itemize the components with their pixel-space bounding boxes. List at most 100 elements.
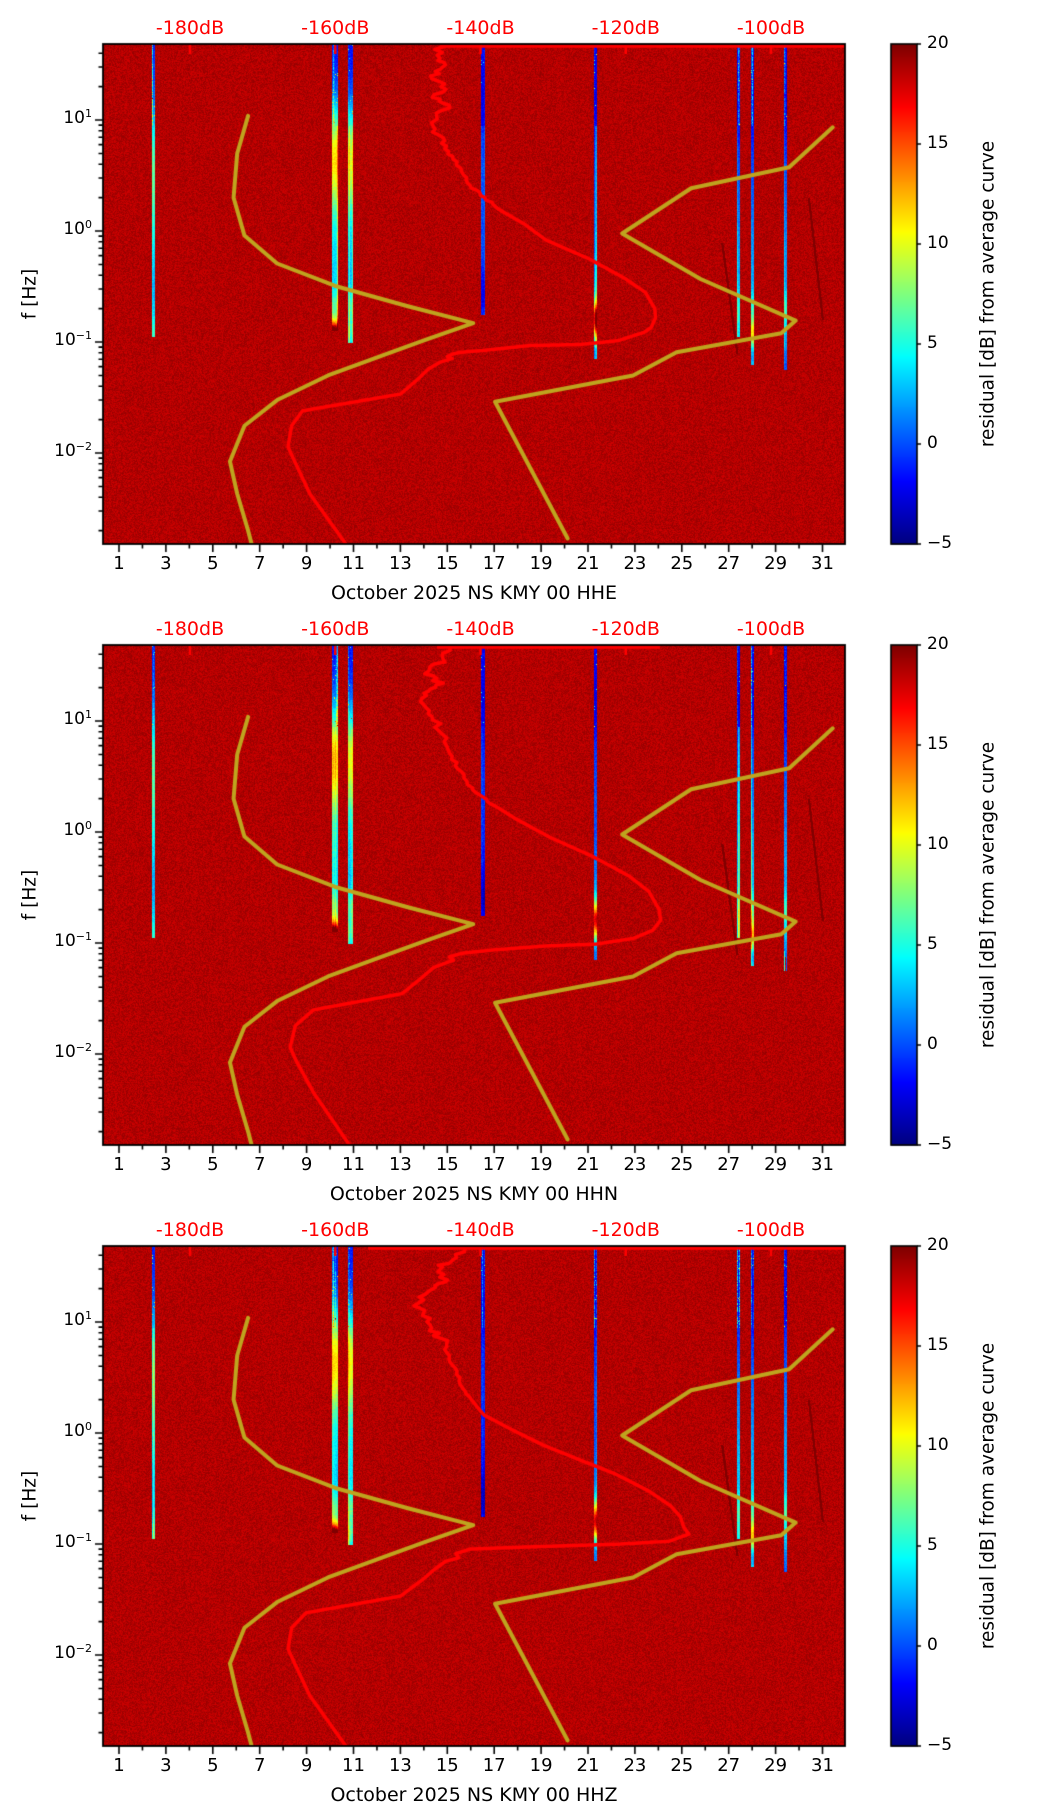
y-tick-label: 10−2 [54, 1041, 92, 1063]
colorbar-tick-label: 20 [927, 33, 949, 53]
y-tick-label: 101 [63, 1309, 92, 1331]
colorbar-tick-label: 15 [927, 734, 949, 754]
y-tick-label: 101 [63, 107, 92, 129]
colorbar-tick-label: −5 [927, 1735, 953, 1755]
top-axis-label-100dB: -100dB [736, 618, 806, 640]
colorbar-tick-label: 15 [927, 1335, 949, 1355]
colorbar-tick-label: 20 [927, 1235, 949, 1255]
x-tick-label: 17 [482, 553, 506, 574]
x-tick-label: 27 [717, 1154, 741, 1175]
x-tick-label: 19 [529, 1154, 553, 1175]
x-tick-label: 17 [482, 1755, 506, 1776]
colorbar-tick-label: −5 [927, 1134, 953, 1154]
x-tick-label: 9 [300, 1755, 313, 1776]
colorbar-tick-label: 10 [927, 1435, 949, 1455]
x-tick-label: 25 [670, 553, 694, 574]
x-tick-label: 23 [623, 553, 647, 574]
top-axis-label-120dB: -120dB [591, 17, 660, 39]
colorbar-tick-label: 0 [927, 1635, 938, 1655]
x-tick-label: 5 [207, 1755, 219, 1776]
top-axis-label-180dB: -180dB [155, 1219, 225, 1241]
x-tick-label: 5 [207, 1154, 219, 1175]
x-tick-label: 31 [811, 1154, 834, 1175]
x-tick-label: 1 [113, 1755, 125, 1776]
top-axis-label-100dB: -100dB [736, 17, 806, 39]
top-axis-label-140dB: -140dB [446, 1219, 515, 1241]
x-tick-label: 29 [764, 553, 788, 574]
x-tick-label: 5 [207, 553, 219, 574]
x-tick-label: 3 [160, 553, 172, 574]
y-tick-label: 101 [63, 708, 92, 730]
x-tick-label: 13 [388, 553, 412, 574]
x-tick-label: 19 [529, 553, 553, 574]
panel-title-hhn: October 2025 NS KMY 00 HHN [329, 1183, 619, 1205]
x-tick-label: 21 [576, 1154, 600, 1175]
top-axis-label-140dB: -140dB [446, 17, 515, 39]
y-tick-label: 10−1 [54, 1531, 92, 1553]
x-tick-label: 9 [300, 1154, 313, 1175]
top-axis-label-120dB: -120dB [591, 618, 660, 640]
top-axis-label-160dB: -160dB [301, 17, 370, 39]
x-tick-label: 11 [342, 1154, 365, 1175]
x-tick-label: 9 [300, 553, 313, 574]
colorbar-tick-label: 0 [927, 1034, 938, 1054]
colorbar-tick-label: 10 [927, 233, 949, 253]
x-tick-label: 7 [253, 553, 266, 574]
x-tick-label: 25 [670, 1154, 694, 1175]
colorbar-tick-label: 10 [927, 834, 949, 854]
y-tick-label: 10−1 [54, 930, 92, 952]
x-tick-label: 15 [435, 1154, 459, 1175]
x-tick-label: 7 [253, 1755, 266, 1776]
x-tick-label: 27 [717, 553, 741, 574]
x-tick-label: 31 [811, 1755, 834, 1776]
colorbar-label-2: residual [dB] from average curve [977, 741, 999, 1049]
x-tick-label: 27 [717, 1755, 741, 1776]
colorbar-tick-label: 5 [927, 333, 938, 353]
top-axis-label-180dB: -180dB [155, 17, 225, 39]
x-tick-label: 15 [435, 553, 459, 574]
y-tick-label: 10−2 [54, 440, 92, 462]
colorbar-label-3: residual [dB] from average curve [977, 1342, 999, 1650]
colorbar-tick-label: 5 [927, 1535, 938, 1555]
x-tick-label: 23 [623, 1755, 647, 1776]
y-axis-label-1: f [Hz] [19, 268, 41, 320]
top-axis-label-160dB: -160dB [301, 618, 370, 640]
y-axis-label-2: f [Hz] [19, 869, 41, 921]
y-tick-label: 10−2 [54, 1642, 92, 1664]
x-tick-label: 23 [623, 1154, 647, 1175]
colorbar-tick-label: 0 [927, 433, 938, 453]
x-tick-label: 17 [482, 1154, 506, 1175]
top-axis-label-120dB: -120dB [591, 1219, 660, 1241]
x-tick-label: 19 [529, 1755, 553, 1776]
y-axis-label-3: f [Hz] [19, 1470, 41, 1522]
colorbar-tick-label: 20 [927, 634, 949, 654]
colorbar-tick-label: 5 [927, 934, 938, 954]
y-tick-label: 100 [63, 1420, 92, 1442]
panel-title-hhz: October 2025 NS KMY 00 HHZ [330, 1784, 618, 1806]
colorbar-tick-label: −5 [927, 533, 953, 553]
x-tick-label: 7 [253, 1154, 266, 1175]
x-tick-label: 31 [811, 553, 834, 574]
x-tick-label: 1 [113, 1154, 125, 1175]
colorbar-tick-label: 15 [927, 133, 949, 153]
x-tick-label: 11 [342, 1755, 365, 1776]
top-axis-label-140dB: -140dB [446, 618, 515, 640]
colorbar-label-1: residual [dB] from average curve [977, 140, 999, 448]
top-axis-label-100dB: -100dB [736, 1219, 806, 1241]
x-tick-label: 29 [764, 1154, 788, 1175]
y-tick-label: 100 [63, 218, 92, 240]
x-tick-label: 21 [576, 1755, 600, 1776]
x-tick-label: 21 [576, 553, 600, 574]
top-axis-label-180dB: -180dB [155, 618, 225, 640]
x-tick-label: 1 [113, 553, 125, 574]
y-tick-label: 10−1 [54, 329, 92, 351]
panel-title-hhe: October 2025 NS KMY 00 HHE [330, 582, 618, 604]
x-tick-label: 3 [160, 1755, 172, 1776]
x-tick-label: 13 [388, 1755, 412, 1776]
x-tick-label: 13 [388, 1154, 412, 1175]
y-tick-label: 100 [63, 819, 92, 841]
x-tick-label: 15 [435, 1755, 459, 1776]
x-tick-label: 29 [764, 1755, 788, 1776]
